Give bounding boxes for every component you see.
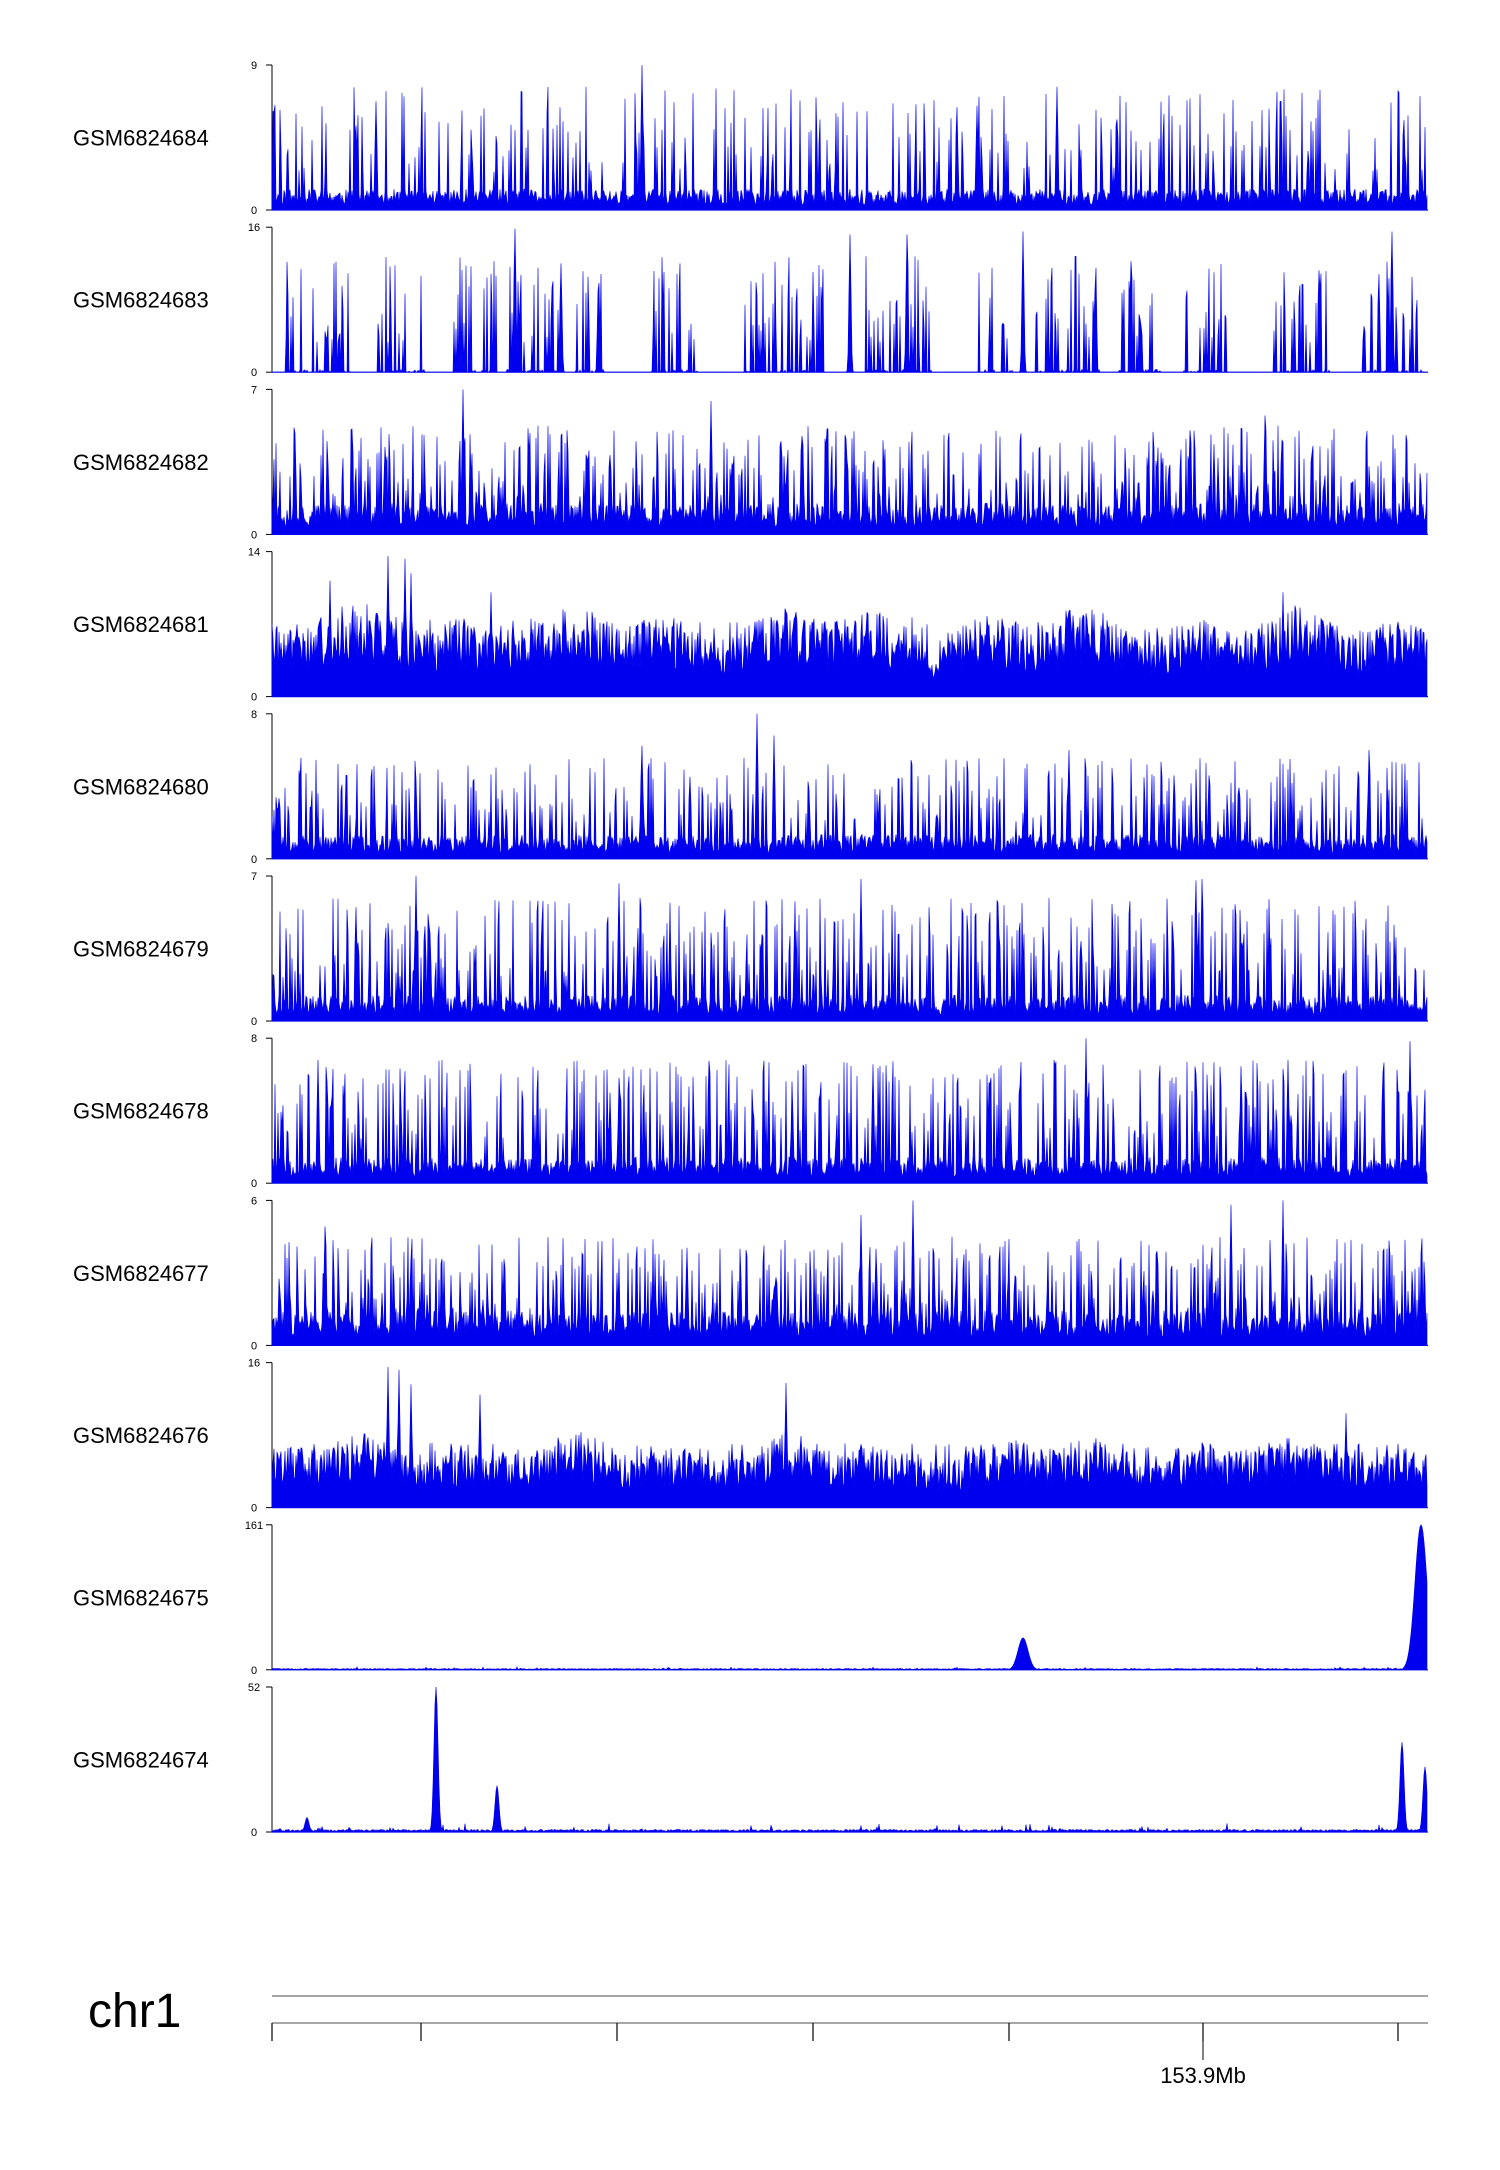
track-GSM6824680: GSM6824680 8 0 bbox=[73, 709, 1428, 866]
track-GSM6824674: GSM6824674 52 0 bbox=[73, 1682, 1428, 1839]
y-axis-max-label: 8 bbox=[251, 709, 257, 721]
track-label: GSM6824678 bbox=[73, 1099, 209, 1124]
y-axis-min-label: 0 bbox=[251, 692, 257, 704]
track-GSM6824684: GSM6824684 9 0 bbox=[73, 60, 1428, 217]
y-axis-max-label: 7 bbox=[251, 871, 257, 883]
y-axis-min-label: 0 bbox=[251, 529, 257, 541]
y-axis-max-label: 16 bbox=[248, 1358, 260, 1370]
y-axis-max-label: 14 bbox=[248, 547, 260, 559]
y-axis-min-label: 0 bbox=[251, 367, 257, 379]
track-label: GSM6824676 bbox=[73, 1423, 209, 1448]
signal-area-GSM6824676 bbox=[271, 1366, 1428, 1508]
y-axis-max-label: 9 bbox=[251, 60, 257, 72]
signal-area-GSM6824681 bbox=[271, 555, 1428, 697]
track-label: GSM6824675 bbox=[73, 1585, 209, 1610]
track-GSM6824679: GSM6824679 7 0 bbox=[73, 871, 1428, 1028]
y-axis-max-label: 52 bbox=[248, 1682, 260, 1694]
track-label: GSM6824683 bbox=[73, 288, 209, 313]
track-GSM6824675: GSM6824675 161 0 bbox=[73, 1520, 1428, 1677]
track-GSM6824676: GSM6824676 16 0 bbox=[73, 1358, 1428, 1515]
y-axis-min-label: 0 bbox=[251, 1340, 257, 1352]
track-label: GSM6824674 bbox=[73, 1748, 209, 1773]
signal-area-GSM6824674 bbox=[271, 1686, 1428, 1833]
signal-area-GSM6824684 bbox=[271, 64, 1428, 211]
signal-area-GSM6824677 bbox=[271, 1200, 1428, 1346]
track-label: GSM6824682 bbox=[73, 450, 209, 475]
signal-area-GSM6824680 bbox=[271, 713, 1428, 860]
track-GSM6824677: GSM6824677 6 0 bbox=[73, 1195, 1428, 1352]
track-GSM6824681: GSM6824681 14 0 bbox=[73, 547, 1428, 704]
track-label: GSM6824680 bbox=[73, 774, 209, 799]
genome-axis-label: 153.9Mb bbox=[1160, 2063, 1246, 2088]
y-axis-min-label: 0 bbox=[251, 854, 257, 866]
y-axis-max-label: 8 bbox=[251, 1033, 257, 1045]
chromosome-axis: chr1 153.9Mb bbox=[88, 1985, 1428, 2088]
signal-area-GSM6824682 bbox=[271, 389, 1428, 535]
genome-axis-ticks bbox=[271, 2023, 1399, 2060]
track-GSM6824678: GSM6824678 8 0 bbox=[73, 1033, 1428, 1190]
track-GSM6824683: GSM6824683 16 0 bbox=[73, 222, 1428, 379]
track-label: GSM6824681 bbox=[73, 612, 209, 637]
y-axis-min-label: 0 bbox=[251, 1503, 257, 1515]
signal-area-GSM6824683 bbox=[272, 228, 1427, 374]
track-GSM6824682: GSM6824682 7 0 bbox=[73, 384, 1428, 541]
track-panel: GSM682468490GSM6824683160GSM682468270GSM… bbox=[73, 60, 1428, 1839]
y-axis-max-label: 161 bbox=[245, 1520, 263, 1532]
y-axis-min-label: 0 bbox=[251, 1178, 257, 1190]
signal-area-GSM6824678 bbox=[271, 1038, 1428, 1184]
y-axis-max-label: 7 bbox=[251, 384, 257, 396]
chromosome-label: chr1 bbox=[88, 1985, 181, 2038]
signal-area-GSM6824675 bbox=[271, 1524, 1428, 1671]
y-axis-min-label: 0 bbox=[251, 1665, 257, 1677]
y-axis-min-label: 0 bbox=[251, 205, 257, 217]
y-axis-max-label: 16 bbox=[248, 222, 260, 234]
track-label: GSM6824684 bbox=[73, 126, 209, 151]
y-axis-min-label: 0 bbox=[251, 1827, 257, 1839]
y-axis-max-label: 6 bbox=[251, 1195, 257, 1207]
y-axis-min-label: 0 bbox=[251, 1016, 257, 1028]
track-label: GSM6824679 bbox=[73, 937, 209, 962]
signal-area-GSM6824679 bbox=[271, 875, 1428, 1022]
track-label: GSM6824677 bbox=[73, 1261, 209, 1286]
